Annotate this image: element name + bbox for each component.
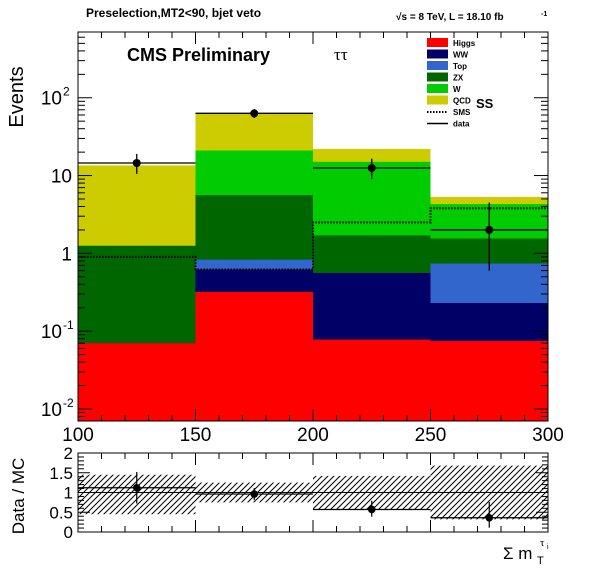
x-tick-label: 250 [415, 425, 447, 446]
y-tick-label: 10 [41, 89, 62, 110]
x-tick-label: 150 [180, 425, 212, 446]
ratio-y-tick-label: 0 [64, 523, 73, 542]
legend-label-data: data [453, 120, 470, 129]
ratio-points [78, 471, 548, 528]
lumi-text: √s = 8 TeV, L = 18.10 fb [396, 12, 504, 23]
bar-higgs-bin-4 [430, 340, 548, 421]
ratio-y-tick-label: 1 [64, 484, 73, 503]
legend-swatch-qcd [427, 95, 448, 105]
selection-title: Preselection,MT2<90, bjet veto [86, 6, 261, 20]
ratio-y-tick-label: 2 [64, 444, 73, 463]
data-point-4 [485, 225, 494, 234]
bar-higgs-bin-1 [78, 343, 196, 421]
legend-swatch-top [427, 61, 448, 70]
legend-label-zx: ZX [453, 74, 464, 83]
x-axis-label-sup-sub: i [547, 544, 549, 551]
y-tick-label: 10 [41, 400, 62, 421]
data-point-3 [367, 164, 376, 173]
legend-swatch-zx [427, 72, 448, 82]
data-point-2 [250, 109, 259, 118]
ratio-uncertainty-band [78, 465, 548, 520]
cms-label: CMS Preliminary [127, 45, 270, 65]
legend-label-ww: WW [453, 51, 469, 60]
legend-swatch-w [427, 84, 448, 93]
y-tick-label: 10 [51, 167, 72, 188]
legend-label-higgs: Higgs [453, 39, 476, 48]
x-tick-label: 200 [297, 425, 329, 446]
ss-label: SS [476, 96, 494, 111]
bar-higgs-bin-2 [195, 291, 313, 421]
x-axis-label-sup: τ [540, 537, 545, 549]
ratio-y-tick-label: 0.5 [49, 503, 73, 522]
x-axis-label: Σ m [503, 544, 532, 563]
lumi-label: √s = 8 TeV, L = 18.10 fb [396, 12, 504, 23]
channel-label: ττ [334, 45, 348, 64]
sms-line [78, 207, 548, 271]
y-tick-label: 10 [41, 322, 62, 343]
ratio-y-label: Data / MC [9, 458, 28, 535]
data-point-1 [132, 158, 141, 167]
legend-swatch-higgs [427, 38, 448, 47]
y-tick-exponent: -2 [63, 396, 74, 410]
legend-label-w: W [453, 85, 461, 94]
legend-label-top: Top [453, 62, 467, 71]
y-tick-exponent: -1 [63, 318, 74, 332]
ratio-point-2 [250, 490, 259, 498]
data-points [78, 109, 548, 271]
bar-higgs-bin-3 [313, 339, 431, 421]
sms-histogram [78, 207, 548, 271]
x-axis-label-sub: T [537, 555, 544, 567]
stack-bars [78, 112, 548, 422]
legend-swatch-ww [427, 49, 448, 59]
ratio-axes: 00.511.52 [49, 444, 548, 542]
legend-label-qcd: QCD [453, 97, 471, 106]
ratio-point-1 [132, 483, 141, 492]
y-tick-exponent: 2 [63, 85, 70, 99]
y-axis-label: Events [6, 66, 28, 127]
lumi-exponent: -1 [541, 11, 547, 18]
x-tick-label: 300 [532, 425, 564, 446]
y-tick-label: 1 [61, 244, 72, 265]
legend-label-sms: SMS [453, 108, 471, 117]
legend: Higgs WW Top ZX W QCD SMS data [427, 38, 476, 129]
ratio-point-4 [485, 513, 494, 522]
ratio-y-tick-label: 1.5 [49, 464, 73, 483]
x-tick-label: 100 [62, 425, 94, 446]
ratio-point-3 [367, 505, 376, 514]
